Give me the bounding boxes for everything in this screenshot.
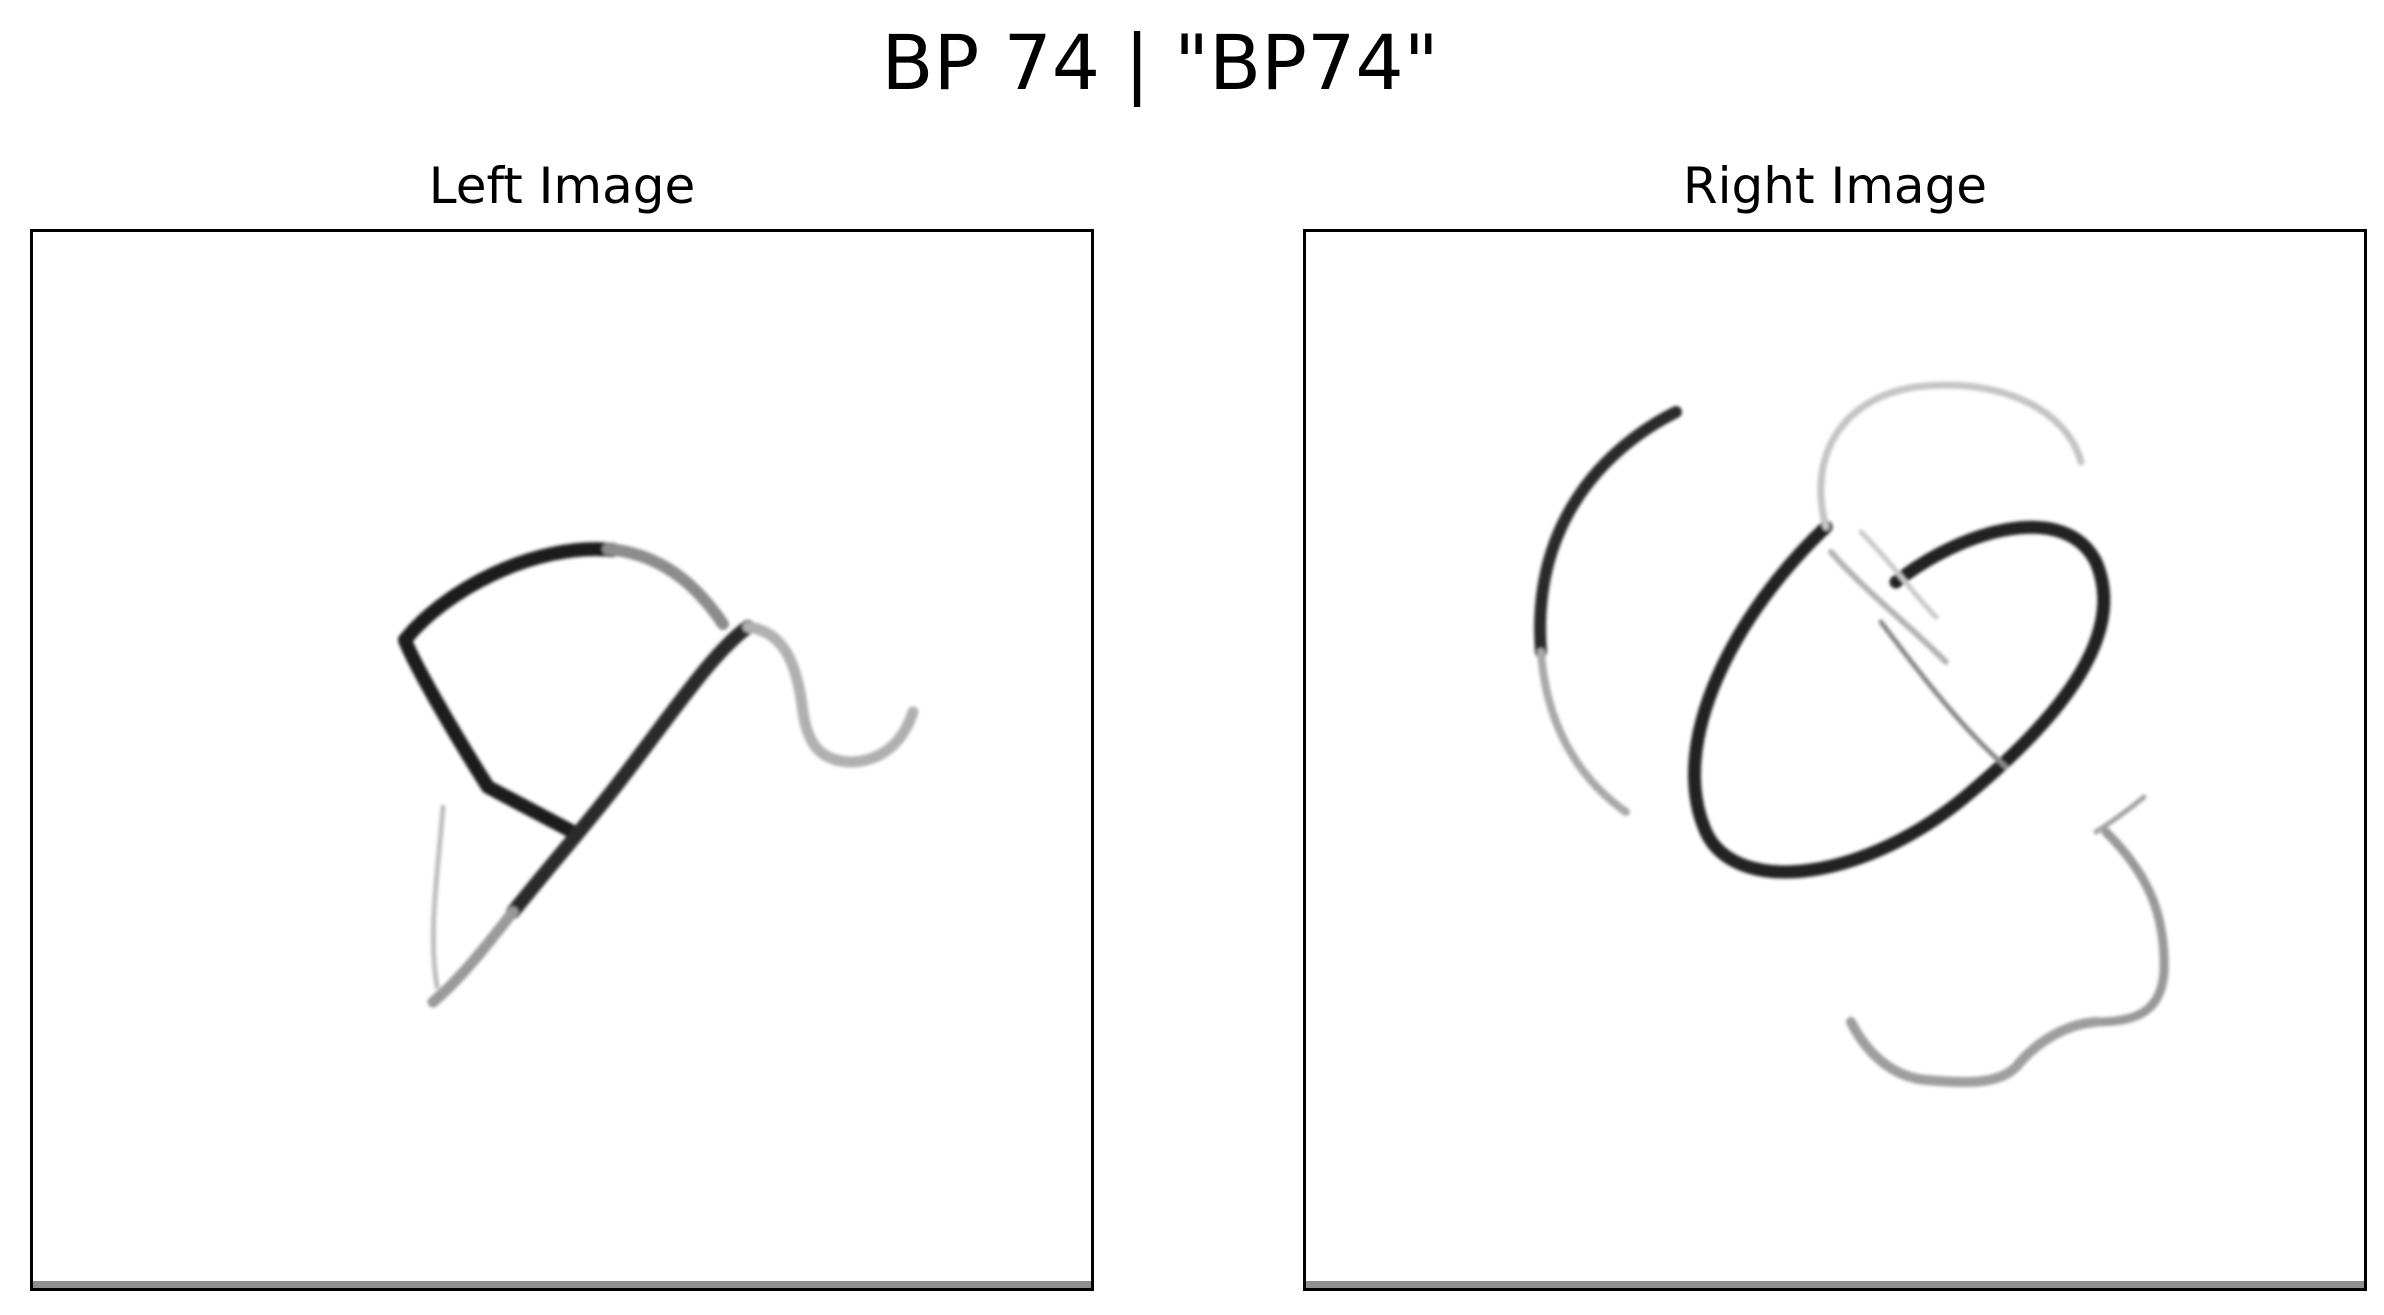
left-stroke-long-diagonal <box>513 627 748 912</box>
figure-title: BP 74 | "BP74" <box>0 18 2320 108</box>
right-stroke-small-x <box>2096 797 2144 832</box>
right-image-drawing <box>1306 232 2364 1288</box>
right-stroke-left-arc-fade <box>1541 652 1626 812</box>
left-stroke-tick <box>433 807 443 987</box>
left-stroke-top-arc-fade <box>608 549 723 624</box>
right-stroke-upper-loop <box>1821 385 2081 527</box>
right-image-title: Right Image <box>1303 156 2367 216</box>
left-stroke-diagonal <box>405 640 573 832</box>
right-stroke-lower-hook <box>1851 1022 2096 1082</box>
right-image-bottom-edge <box>1306 1281 2364 1288</box>
left-image-bottom-edge <box>33 1281 1091 1288</box>
right-stroke-left-arc <box>1540 412 1676 652</box>
left-image-title: Left Image <box>30 156 1094 216</box>
right-image-panel <box>1303 229 2367 1291</box>
right-stroke-oval <box>1694 527 2103 872</box>
left-stroke-top-arc <box>405 549 613 640</box>
left-image-drawing <box>33 232 1091 1288</box>
right-stroke-inner-cross-3 <box>1861 532 1936 617</box>
left-stroke-s-curve <box>748 627 913 762</box>
left-stroke-tail <box>433 912 513 1002</box>
right-stroke-lower-squiggle <box>2096 832 2164 1022</box>
left-image-panel <box>30 229 1094 1291</box>
right-stroke-inner-cross-2 <box>1881 622 2006 767</box>
